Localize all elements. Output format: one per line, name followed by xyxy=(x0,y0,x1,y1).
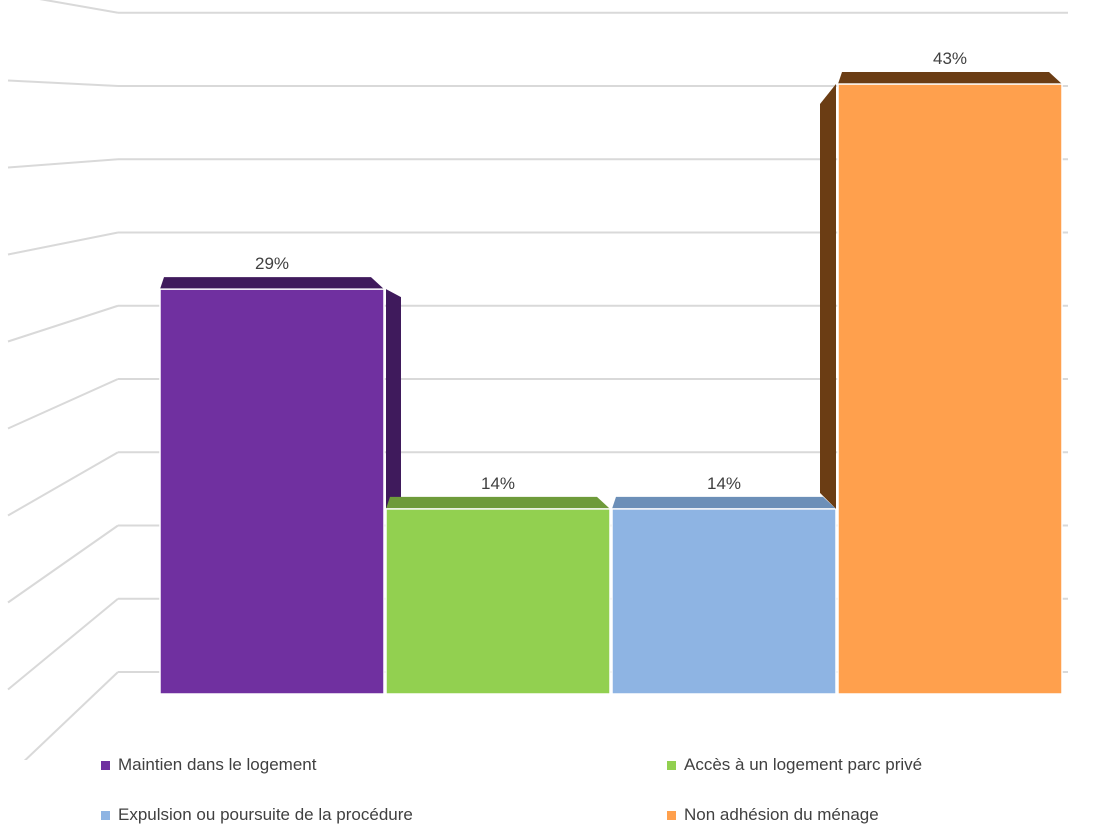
bar xyxy=(837,83,1063,695)
gridline-wall xyxy=(7,597,119,691)
legend-item-maintien: Maintien dans le logement xyxy=(101,755,316,775)
chart-plot: 29% 14% 14% 43% xyxy=(7,0,1068,760)
gridline-wall xyxy=(39,0,119,14)
chart-legend: Maintien dans le logement Accès à un log… xyxy=(0,755,1099,835)
bar xyxy=(385,508,611,695)
legend-swatch xyxy=(667,760,676,770)
data-label: 29% xyxy=(255,254,289,273)
data-label: 43% xyxy=(933,49,967,68)
legend-item-non-adhesion: Non adhésion du ménage xyxy=(667,805,879,825)
bar xyxy=(159,288,385,695)
data-label: 14% xyxy=(707,474,741,493)
gridline-wall xyxy=(7,524,119,604)
legend-item-expulsion: Expulsion ou poursuite de la procédure xyxy=(101,805,413,825)
bar-side-face xyxy=(820,84,836,509)
gridline-wall xyxy=(7,79,119,87)
gridline-wall xyxy=(7,158,119,169)
bar-top-face xyxy=(838,72,1062,85)
bar-top-face xyxy=(612,496,836,509)
legend-swatch xyxy=(667,810,676,820)
legend-swatch xyxy=(101,760,110,770)
gridline-wall xyxy=(7,231,119,256)
legend-item-acces: Accès à un logement parc privé xyxy=(667,755,922,775)
gridline-wall xyxy=(7,378,119,430)
gridline-wall xyxy=(23,671,119,760)
gridline-wall xyxy=(7,304,119,343)
bar-side-face xyxy=(386,289,401,509)
bar xyxy=(611,508,837,695)
legend-label: Expulsion ou poursuite de la procédure xyxy=(118,805,413,824)
legend-label: Non adhésion du ménage xyxy=(684,805,879,824)
legend-swatch xyxy=(101,810,110,820)
gridline-wall xyxy=(7,451,119,517)
legend-label: Maintien dans le logement xyxy=(118,755,317,774)
bar-top-face xyxy=(386,496,610,509)
data-label: 14% xyxy=(481,474,515,493)
bar-top-face xyxy=(160,277,384,290)
legend-label: Accès à un logement parc privé xyxy=(684,755,923,774)
